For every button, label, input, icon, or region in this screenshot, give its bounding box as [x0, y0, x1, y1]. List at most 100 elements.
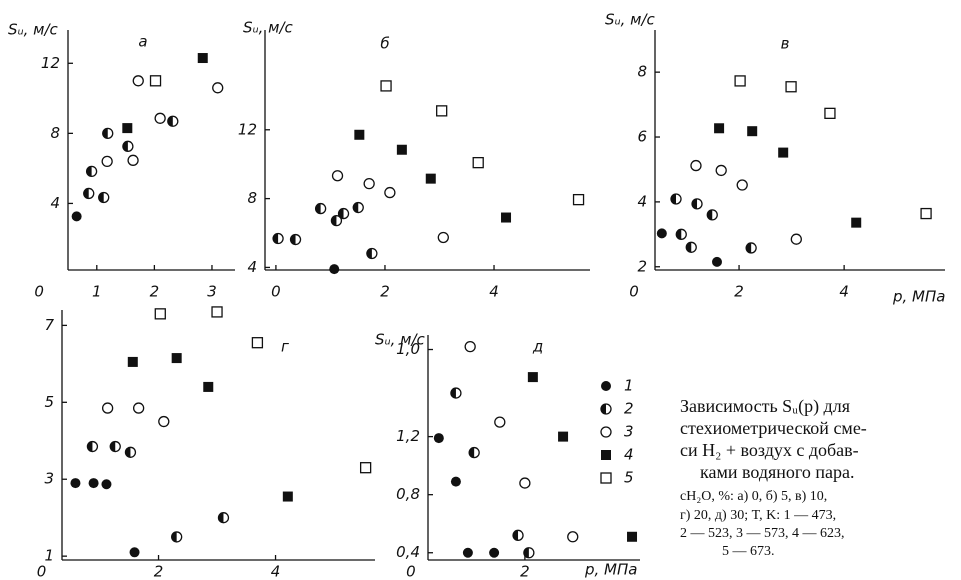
data-point — [203, 381, 214, 392]
data-point — [366, 247, 378, 260]
marker — [101, 155, 113, 168]
y-tick-label: 2 — [637, 257, 647, 275]
data-point — [217, 512, 230, 524]
legend-label: 5 — [624, 469, 634, 487]
marker — [384, 186, 396, 199]
marker-half — [273, 233, 279, 244]
y-tick-label: 5 — [44, 393, 54, 411]
marker-half — [218, 512, 224, 523]
marker-half — [450, 388, 456, 399]
marker-half — [83, 188, 89, 199]
marker — [359, 462, 372, 474]
data-point — [101, 155, 113, 168]
y-tick-label: 0,8 — [396, 485, 420, 503]
data-point — [330, 214, 343, 227]
marker — [331, 170, 344, 182]
data-point — [211, 306, 223, 318]
marker — [282, 491, 293, 502]
legend-marker — [600, 426, 612, 438]
data-point — [282, 491, 293, 502]
marker — [132, 402, 145, 414]
data-point — [425, 173, 436, 184]
data-point — [154, 112, 166, 124]
x-tick-label: 2 — [734, 283, 744, 301]
data-point — [158, 415, 170, 428]
data-point — [384, 186, 396, 199]
x-tick-label: 2 — [520, 563, 530, 580]
marker — [127, 356, 138, 367]
marker — [601, 450, 611, 460]
legend-label: 3 — [624, 423, 634, 441]
marker-half — [125, 447, 131, 458]
marker-half — [98, 192, 104, 203]
y-axis-label: Sᵤ, м/с — [605, 11, 655, 29]
data-point — [289, 233, 302, 246]
data-point — [920, 207, 932, 220]
x-tick-label: 0 — [271, 283, 281, 301]
data-point — [472, 156, 484, 169]
marker — [494, 416, 506, 428]
data-point — [450, 476, 461, 487]
marker — [380, 80, 392, 92]
marker — [129, 547, 140, 558]
data-point — [380, 80, 392, 92]
x-tick-label: 1 — [92, 283, 102, 301]
x-axis-label: p, МПа — [892, 288, 945, 306]
marker — [656, 228, 667, 239]
marker — [462, 547, 473, 558]
data-point — [132, 75, 144, 87]
data-point — [627, 531, 638, 542]
data-point — [359, 462, 372, 474]
legend-marker — [601, 450, 611, 460]
legend-marker — [601, 381, 611, 391]
legend-marker — [600, 403, 612, 415]
marker — [396, 144, 407, 155]
marker-half — [513, 530, 519, 541]
marker — [197, 53, 208, 64]
data-point — [670, 193, 682, 205]
marker — [127, 154, 139, 166]
x-tick-label: 2 — [150, 283, 160, 301]
data-point — [468, 446, 480, 459]
marker-half — [331, 215, 337, 226]
data-point — [98, 191, 110, 204]
marker — [464, 340, 476, 353]
marker — [489, 547, 500, 558]
x-tick-label: 4 — [839, 283, 849, 301]
data-point — [354, 129, 365, 140]
data-point — [171, 531, 183, 543]
marker — [472, 156, 484, 169]
data-point — [736, 179, 748, 191]
data-point — [167, 115, 179, 127]
data-point — [711, 256, 722, 267]
y-tick-label: 6 — [637, 128, 647, 146]
x-tick-label: 0 — [34, 283, 44, 301]
marker-half — [315, 203, 321, 214]
y-tick-label: 3 — [44, 470, 54, 488]
data-point — [272, 232, 284, 245]
data-point — [790, 233, 802, 245]
marker — [363, 177, 375, 190]
y-axis-label: Sᵤ, м/с — [375, 331, 425, 349]
x-axis-label: p, МПа — [584, 561, 637, 579]
data-point — [656, 228, 667, 239]
marker-half — [102, 128, 108, 139]
marker — [851, 217, 862, 228]
marker — [690, 159, 702, 172]
y-tick-label: 1,0 — [396, 340, 420, 358]
data-point — [331, 170, 344, 182]
marker — [71, 211, 82, 222]
marker-half — [110, 441, 116, 452]
marker — [158, 415, 170, 428]
data-point — [396, 144, 407, 155]
marker — [736, 179, 748, 191]
marker — [212, 82, 224, 94]
marker — [920, 207, 932, 220]
marker — [436, 105, 448, 117]
marker — [600, 472, 612, 484]
marker-half — [86, 166, 92, 177]
panel-letter: а — [138, 33, 147, 51]
x-tick-label: 2 — [154, 563, 164, 580]
legend-label: 4 — [624, 446, 634, 464]
data-point — [778, 147, 789, 158]
